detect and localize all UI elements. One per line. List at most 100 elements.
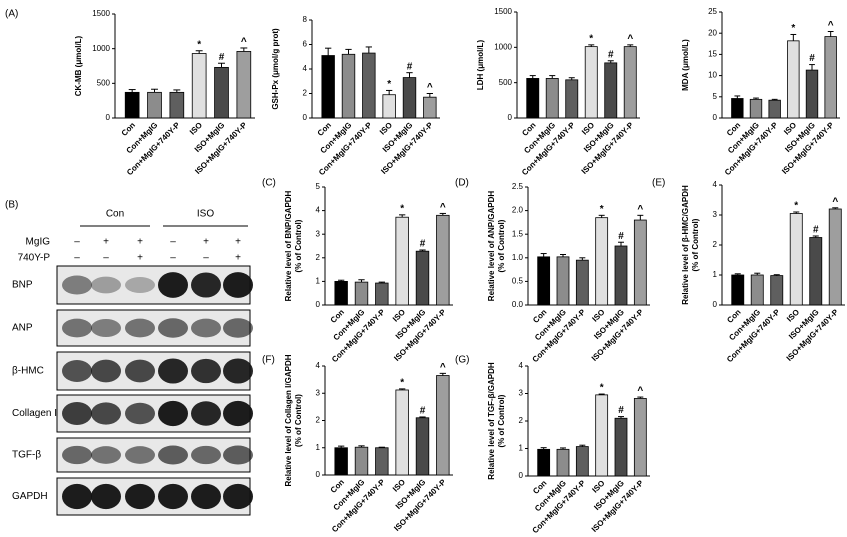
protein-label: TGF-β (12, 450, 41, 461)
significance-marker: * (400, 203, 404, 214)
y-tick-label: 1000 (92, 44, 110, 53)
panel-label: (G) (455, 355, 469, 366)
significance-marker: * (600, 383, 604, 394)
y-tick-label: 2.0 (512, 206, 524, 215)
error-bar (773, 274, 780, 276)
y-tick-label: 0.0 (512, 300, 524, 309)
y-tick-label: 20 (708, 28, 717, 37)
bar (321, 55, 335, 119)
y-tick-label: 5 (713, 92, 718, 101)
error-bar (734, 273, 741, 275)
error-bar (753, 97, 759, 100)
blot-band (223, 445, 253, 465)
error-bar (579, 257, 586, 261)
y-axis-subtitle: (% of Control) (497, 394, 506, 447)
significance-marker: # (420, 406, 426, 417)
treatment-sign: – (203, 253, 209, 264)
protein-label: Collagen I (12, 408, 57, 419)
error-bar (195, 50, 203, 54)
y-tick-label: 5 (316, 182, 321, 191)
panel-label: (A) (5, 9, 18, 20)
error-bar (529, 75, 536, 79)
bar (537, 256, 551, 306)
y-axis-title: Relative level of BNP/GAPDH (284, 190, 293, 301)
blot-band (91, 483, 121, 510)
protein-label: ANP (12, 323, 33, 334)
bar (537, 448, 551, 477)
blot-band (62, 445, 92, 465)
blot-band (62, 275, 92, 295)
significance-marker: # (407, 61, 413, 72)
significance-marker: ^ (828, 20, 834, 31)
y-tick-label: 1500 (494, 7, 512, 16)
bar (575, 446, 589, 477)
y-tick-label: 4 (303, 64, 308, 73)
y-tick-label: 1 (316, 443, 321, 452)
bar (402, 77, 417, 119)
error-bar (365, 46, 372, 54)
bar (354, 281, 369, 306)
error-bar (793, 211, 800, 214)
error-bar (399, 214, 406, 218)
error-bar (598, 393, 605, 395)
error-bar (754, 272, 761, 275)
y-tick-label: 4 (316, 206, 321, 215)
x-tick-label: Con (120, 120, 137, 137)
bar (147, 91, 162, 119)
significance-marker: # (608, 49, 614, 60)
error-bar (439, 372, 446, 376)
y-axis-title: Relative level of Collagen I/GAPDH (284, 354, 293, 486)
blot-band (223, 318, 253, 338)
blot-band (158, 445, 188, 465)
y-axis-title: MDA (μmol/L) (681, 39, 690, 91)
blot-band (125, 483, 155, 510)
treatment-label: 740Y-P (18, 253, 51, 264)
error-bar (419, 249, 426, 252)
blot-band (62, 359, 92, 383)
bar (575, 259, 589, 306)
error-bar (771, 98, 778, 101)
error-bar (588, 44, 595, 47)
significance-marker: ^ (241, 37, 247, 48)
y-tick-label: 0 (303, 113, 308, 122)
blot-band (62, 318, 92, 338)
blot-band (158, 400, 188, 427)
bar (395, 216, 409, 306)
x-tick-label: ISO (785, 308, 801, 324)
x-tick-label: ISO (188, 121, 204, 137)
panel-label: (F) (262, 355, 275, 366)
y-axis-title: Relative level of ANP/GAPDH (487, 191, 496, 302)
blot-band (125, 318, 155, 338)
y-tick-label: 8 (303, 15, 308, 24)
x-tick-label: ISO (590, 479, 606, 495)
blot-band (125, 446, 155, 464)
significance-marker: * (387, 79, 391, 90)
group-label: ISO (197, 209, 214, 220)
y-axis-subtitle: (% of Control) (497, 219, 506, 272)
y-tick-label: 0.5 (512, 277, 524, 286)
bar (809, 237, 823, 306)
significance-marker: * (197, 39, 201, 50)
y-tick-label: 4 (316, 361, 321, 370)
y-axis-title: CK-MB (μmol/L) (74, 35, 83, 96)
y-tick-label: 1.0 (512, 253, 524, 262)
error-bar (358, 445, 365, 448)
blot-band (191, 272, 221, 298)
significance-marker: # (813, 225, 819, 236)
blot-band (191, 358, 221, 384)
y-tick-label: 500 (97, 78, 111, 87)
error-bar (386, 89, 393, 95)
y-tick-label: 0 (713, 300, 718, 309)
significance-marker: ^ (832, 196, 838, 207)
error-bar (812, 235, 819, 238)
error-bar (378, 281, 385, 284)
y-tick-label: 4 (519, 361, 524, 370)
blot-band (62, 402, 92, 425)
error-bar (790, 33, 797, 41)
significance-marker: # (618, 231, 624, 242)
error-bar (637, 396, 644, 399)
y-axis-title: Relative level of β-HMC/GAPDH (681, 185, 690, 305)
bar (770, 275, 784, 306)
bar (415, 250, 430, 306)
treatment-sign: + (137, 253, 143, 264)
